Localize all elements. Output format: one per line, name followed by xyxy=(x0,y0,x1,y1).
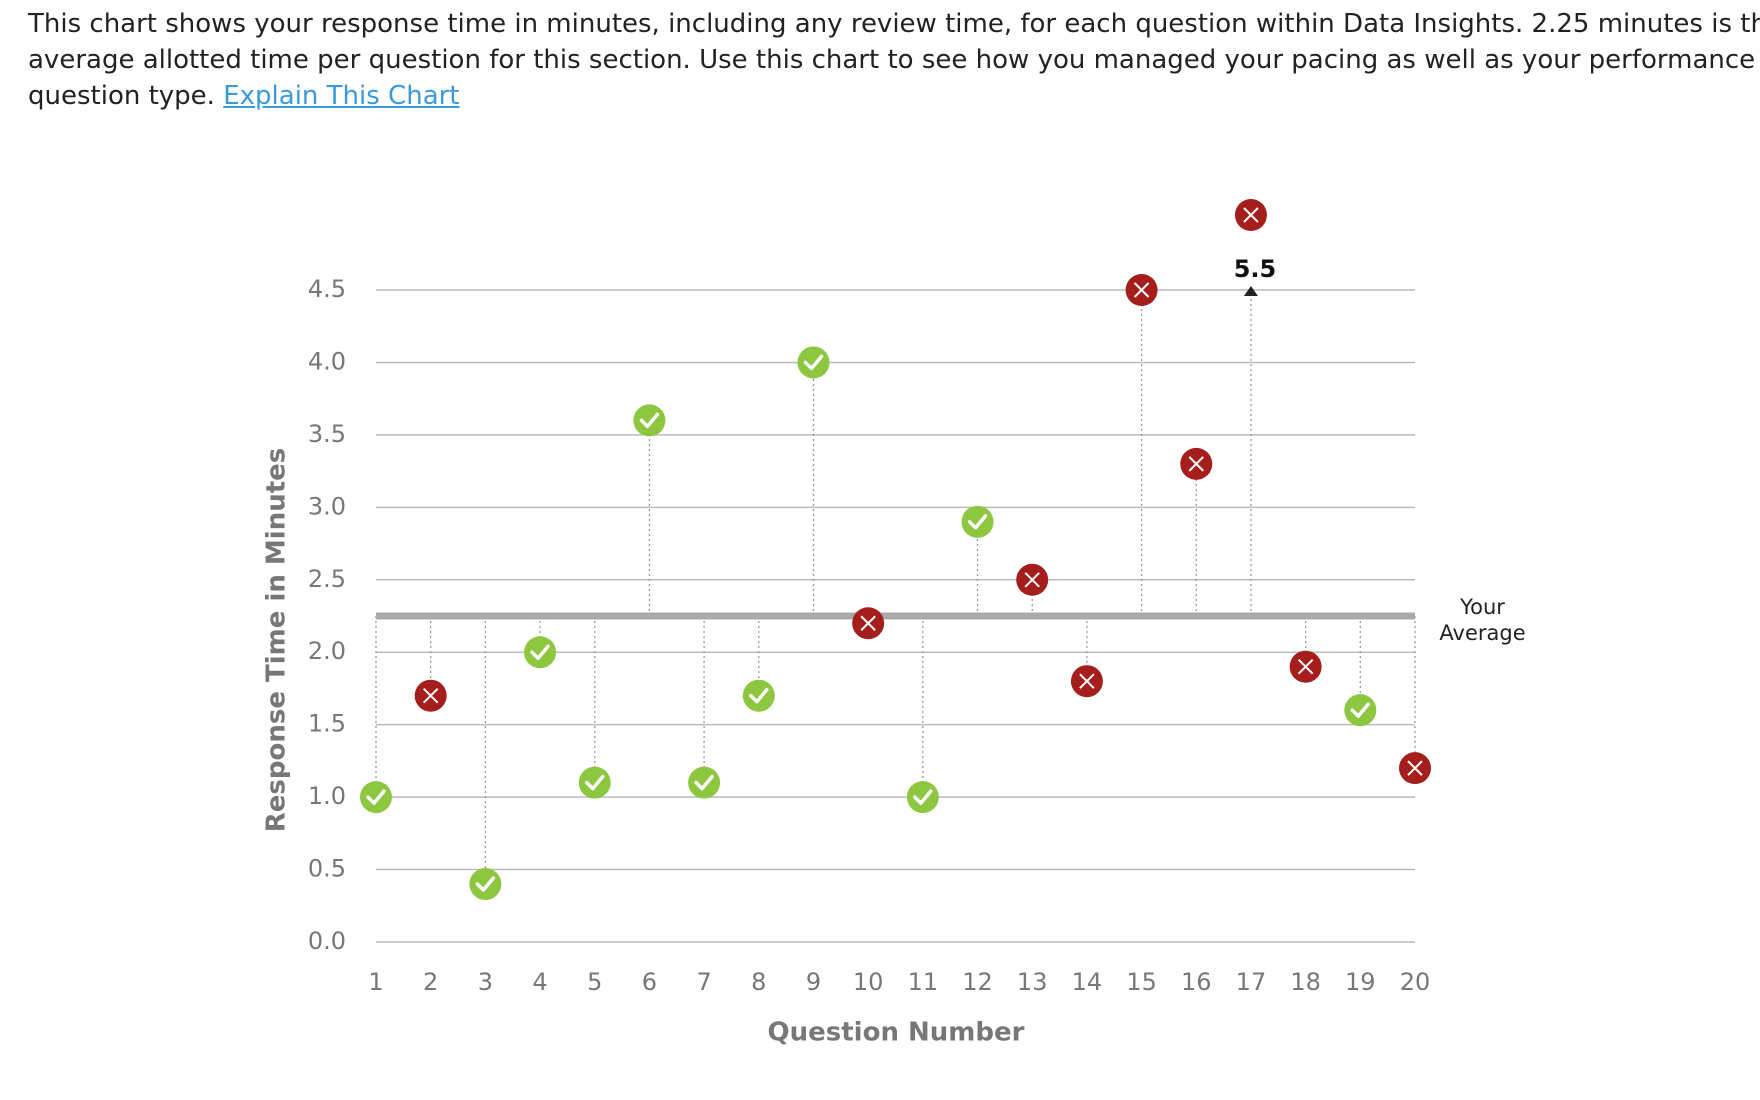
cross-icon xyxy=(1024,572,1040,588)
check-icon xyxy=(749,687,769,704)
y-tick-label: 0.0 xyxy=(308,927,346,955)
incorrect-marker xyxy=(1070,665,1103,698)
correct-marker xyxy=(469,868,502,901)
cross-icon xyxy=(1297,659,1314,675)
cross-icon xyxy=(1133,282,1150,298)
x-tick-label: 19 xyxy=(1345,968,1376,996)
correct-marker xyxy=(633,404,666,437)
x-tick-label: 10 xyxy=(853,968,884,996)
correct-marker xyxy=(1344,694,1377,727)
check-icon xyxy=(913,789,933,805)
cross-icon xyxy=(1079,673,1095,689)
explain-link[interactable]: Explain This Chart xyxy=(223,81,460,111)
marker-circle xyxy=(961,505,994,538)
check-icon xyxy=(475,876,496,892)
droplines xyxy=(375,290,1416,885)
x-tick-label: 5 xyxy=(587,968,602,996)
y-tick-label: 2.5 xyxy=(308,565,346,593)
correct-marker xyxy=(961,505,994,538)
incorrect-marker xyxy=(1125,274,1158,306)
x-tick-label: 2 xyxy=(423,968,438,996)
correct-marker xyxy=(578,766,611,799)
data-label: 5.5 xyxy=(1234,255,1277,283)
x-tick-label: 12 xyxy=(962,968,993,996)
x-axis-title: Question Number xyxy=(768,1018,1025,1048)
y-tick-label: 4.0 xyxy=(308,347,346,375)
correct-marker xyxy=(797,346,830,379)
x-tick-label: 11 xyxy=(908,968,939,996)
y-tick-label: 4.5 xyxy=(308,275,346,303)
y-tick-label: 2.0 xyxy=(308,637,346,665)
correct-marker xyxy=(688,766,721,799)
marker-circle xyxy=(742,679,775,712)
check-icon xyxy=(530,644,550,660)
y-tick-label: 3.0 xyxy=(308,492,346,520)
markers xyxy=(360,199,1431,901)
incorrect-marker xyxy=(1289,650,1322,683)
marker-circle xyxy=(469,868,502,901)
marker-circle xyxy=(1344,694,1377,727)
y-tick-label: 0.5 xyxy=(308,855,346,883)
cross-icon xyxy=(1407,760,1423,776)
incorrect-marker xyxy=(1399,752,1431,785)
marker-circle xyxy=(633,404,666,437)
x-tick-label: 15 xyxy=(1126,968,1157,996)
x-tick-label: 14 xyxy=(1072,968,1103,996)
incorrect-marker xyxy=(852,607,885,640)
incorrect-marker xyxy=(1180,447,1213,480)
correct-marker xyxy=(906,781,939,814)
correct-marker xyxy=(360,781,392,814)
check-icon xyxy=(1350,702,1371,718)
incorrect-marker xyxy=(1234,199,1267,231)
y-tick-label: 1.5 xyxy=(308,710,346,738)
x-tick-label: 4 xyxy=(532,968,547,996)
cross-icon xyxy=(1243,207,1259,223)
marker-circle xyxy=(578,766,611,799)
cross-icon xyxy=(422,687,439,704)
x-tick-label: 20 xyxy=(1400,968,1431,996)
check-icon xyxy=(967,514,988,530)
check-icon xyxy=(366,789,386,805)
x-tick-label: 13 xyxy=(1017,968,1048,996)
x-tick-label: 18 xyxy=(1290,968,1321,996)
correct-marker xyxy=(524,636,557,669)
incorrect-marker xyxy=(1016,563,1049,596)
incorrect-marker xyxy=(414,679,447,712)
x-tick-label: 7 xyxy=(696,968,711,996)
x-tick-label: 1 xyxy=(368,968,383,996)
cross-icon xyxy=(1188,456,1204,472)
cross-icon xyxy=(860,615,876,631)
average-label: Your Average xyxy=(1439,595,1526,645)
marker-circle xyxy=(797,346,830,379)
description-block: This chart shows your response time in m… xyxy=(28,6,1760,114)
marker-circle xyxy=(524,636,557,669)
overflow-arrow xyxy=(1243,286,1258,296)
y-tick-label: 1.0 xyxy=(308,782,346,810)
x-tick-label: 9 xyxy=(806,968,821,996)
x-tick-label: 17 xyxy=(1236,968,1267,996)
check-icon xyxy=(803,354,824,371)
x-tick-label: 16 xyxy=(1181,968,1212,996)
x-tick-label: 6 xyxy=(642,968,657,996)
marker-circle xyxy=(688,766,721,799)
marker-circle xyxy=(906,781,939,814)
x-tick-label: 8 xyxy=(751,968,766,996)
marker-circle xyxy=(360,781,392,814)
check-icon xyxy=(639,412,660,429)
check-icon xyxy=(584,774,605,791)
x-tick-label: 3 xyxy=(478,968,493,996)
y-tick-label: 3.5 xyxy=(308,420,346,448)
y-axis-title: Response Time in Minutes xyxy=(262,448,292,833)
correct-marker xyxy=(742,679,775,712)
description: This chart shows your response time in m… xyxy=(28,9,1760,111)
check-icon xyxy=(694,774,714,791)
